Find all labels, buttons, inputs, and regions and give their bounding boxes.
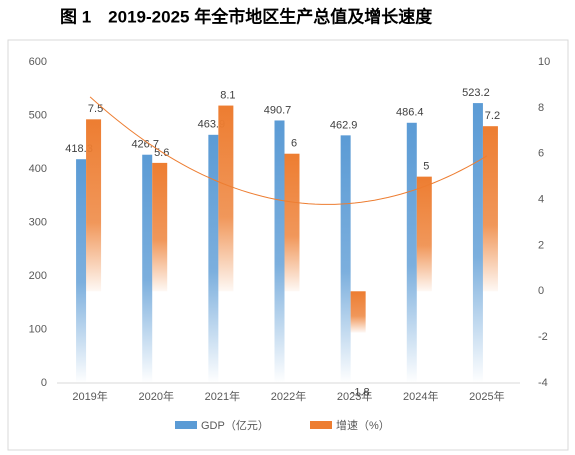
y2-tick-label: 2 [538, 239, 544, 251]
value-label: 418.3 [65, 143, 93, 155]
value-label: 486.4 [396, 107, 424, 119]
y-tick-label: 400 [29, 163, 47, 175]
value-label: 5 [423, 161, 429, 173]
growth-bar [416, 176, 432, 292]
legend-swatch [175, 421, 197, 429]
y-tick-label: 600 [29, 56, 47, 68]
value-label: 490.7 [264, 104, 292, 116]
legend-swatch [310, 421, 332, 429]
x-tick-label: 2022年 [271, 389, 306, 403]
x-tick-label: 2025年 [469, 389, 504, 403]
chart-border [7, 39, 569, 451]
y2-tick-label: 6 [538, 148, 544, 160]
value-label: 7.5 [88, 103, 103, 115]
growth-bar [152, 162, 168, 292]
value-label: 8.1 [220, 89, 235, 101]
gdp-bar [142, 154, 153, 383]
value-label: 6 [291, 138, 297, 150]
growth-bar [482, 126, 498, 292]
growth-bar [218, 105, 234, 292]
legend-label: 增速（%） [336, 418, 390, 432]
y-tick-label: 500 [29, 109, 47, 121]
y-tick-label: 200 [29, 270, 47, 282]
x-tick-label: 2020年 [138, 389, 173, 403]
legend-label: GDP（亿元） [201, 419, 269, 432]
x-tick-label: 2019年 [72, 389, 107, 403]
value-label: 426.7 [131, 139, 159, 151]
y-tick-label: 100 [29, 323, 47, 335]
x-tick-label: 2024年 [403, 389, 438, 403]
gdp-bar [274, 120, 285, 384]
growth-bar [350, 291, 366, 333]
value-label: 462.9 [330, 119, 358, 131]
gdp-bar [340, 135, 351, 383]
gdp-bar [208, 134, 219, 383]
y2-tick-label: 10 [538, 56, 550, 68]
value-label: -1.8 [351, 386, 370, 398]
y2-tick-label: 4 [538, 193, 544, 205]
value-label: 7.2 [485, 110, 500, 122]
value-label: 523.2 [462, 87, 490, 99]
value-label: 463.9 [198, 119, 226, 131]
y-tick-label: 0 [41, 377, 47, 389]
trendline [89, 96, 488, 205]
gdp-bar [76, 159, 87, 383]
y2-tick-label: 8 [538, 102, 544, 114]
growth-bar [284, 153, 300, 292]
chart-title: 图 1 2019-2025 年全市地区生产总值及增长速度 [60, 6, 433, 26]
y2-tick-label: -4 [538, 377, 548, 389]
y2-tick-label: -2 [538, 331, 548, 343]
y2-tick-label: 0 [538, 285, 544, 297]
y-tick-label: 300 [29, 216, 47, 228]
gdp-bar [472, 103, 483, 383]
growth-bar [86, 119, 102, 292]
x-tick-label: 2023年 [337, 389, 372, 403]
gdp-bar [406, 122, 417, 383]
x-tick-label: 2021年 [205, 389, 240, 403]
